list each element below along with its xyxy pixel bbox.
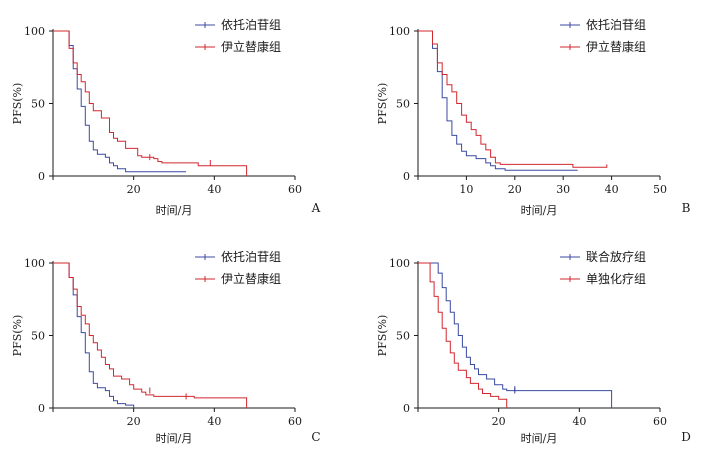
km-curve-series-1	[418, 262, 613, 408]
y-tick-label: 0	[38, 402, 45, 415]
legend-label: 依托泊苷组	[586, 17, 646, 32]
y-tick-label: 50	[396, 330, 410, 343]
x-axis-title: 时间/月	[156, 204, 193, 217]
y-tick-label: 50	[396, 98, 410, 111]
x-tick-label: 40	[605, 183, 619, 196]
km-curve-series-2	[418, 262, 508, 408]
x-tick-label: 40	[572, 415, 586, 428]
km-curve-series-2	[53, 30, 248, 176]
y-tick-label: 100	[24, 257, 45, 270]
y-tick-label: 0	[403, 402, 410, 415]
x-tick-label: 40	[207, 183, 221, 196]
x-tick-label: 30	[556, 183, 570, 196]
legend-label: 依托泊苷组	[221, 17, 281, 32]
panel-letter: A	[311, 201, 321, 215]
y-tick-label: 100	[389, 25, 410, 38]
km-curve-series-1	[418, 30, 578, 171]
x-tick-label: 20	[127, 415, 141, 428]
x-tick-label: 50	[653, 183, 667, 196]
km-curve-series-2	[53, 262, 248, 408]
km-curve-series-2	[418, 30, 608, 168]
y-axis-title: PFS(%)	[376, 315, 389, 357]
legend-label: 伊立替康组	[221, 271, 281, 286]
y-tick-label: 100	[24, 25, 45, 38]
x-axis-title: 时间/月	[521, 204, 558, 217]
legend-label: 伊立替康组	[586, 39, 646, 54]
x-axis-title: 时间/月	[156, 432, 193, 445]
y-axis-title: PFS(%)	[11, 83, 24, 125]
x-tick-label: 10	[459, 183, 473, 196]
x-axis-title: 时间/月	[521, 432, 558, 445]
panel-letter: B	[682, 201, 691, 215]
x-tick-label: 20	[492, 415, 506, 428]
x-tick-label: 60	[288, 183, 302, 196]
legend-label: 单独化疗组	[586, 272, 646, 286]
km-curve-series-1	[53, 30, 187, 173]
y-tick-label: 0	[38, 170, 45, 183]
y-tick-label: 50	[31, 98, 45, 111]
panel-letter: D	[681, 430, 691, 444]
y-tick-label: 50	[31, 330, 45, 343]
x-tick-label: 40	[207, 415, 221, 428]
km-curve-series-1	[53, 262, 135, 408]
y-tick-label: 100	[389, 257, 410, 270]
x-tick-label: 20	[127, 183, 141, 196]
y-tick-label: 0	[403, 170, 410, 183]
panel-letter: C	[311, 430, 320, 444]
legend-label: 伊立替康组	[221, 39, 281, 54]
x-tick-label: 60	[288, 415, 302, 428]
x-tick-label: 60	[653, 415, 667, 428]
y-axis-title: PFS(%)	[376, 83, 389, 125]
y-axis-title: PFS(%)	[11, 315, 24, 357]
legend-label: 联合放疗组	[586, 249, 646, 264]
x-tick-label: 20	[508, 183, 522, 196]
legend-label: 依托泊苷组	[221, 249, 281, 264]
